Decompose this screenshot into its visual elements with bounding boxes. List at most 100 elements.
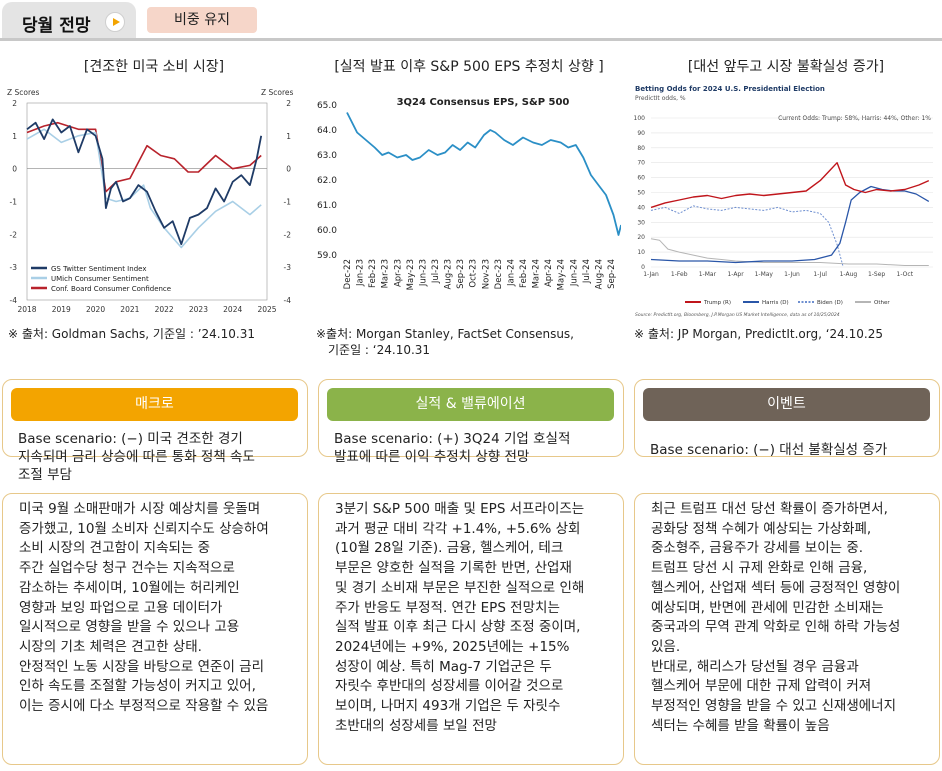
chart-subtitle: PredictIt odds, %	[635, 95, 686, 102]
y-tick-label: 62.0	[317, 176, 337, 186]
x-tick-label: 1-Aug	[840, 271, 858, 278]
legend-label: UMich Consumer Sentiment	[51, 275, 149, 283]
card-macro-header: 매크로 Base scenario: (−) 미국 견조한 경기 지속되며 금리…	[2, 379, 308, 483]
eps-estimate-chart: 3Q24 Consensus EPS, S&P 500 65.0 64.0 63.0 6…	[317, 97, 621, 290]
event-body-text: 최근 트럼프 대선 당선 확률이 증가하면서, 공화당 정책 수혜가 예상되는 …	[651, 501, 901, 734]
source-eps-line2: 기준일 : ‘24.10.31	[328, 343, 431, 357]
y-tick-label: 80	[637, 145, 645, 152]
event-pill: 이벤트	[643, 388, 930, 421]
legend-label: Biden (D)	[817, 300, 843, 306]
x-tick-label: May-24	[557, 259, 567, 290]
x-tick-label: 1-Feb	[671, 271, 688, 278]
x-tick-label: 1-Jun	[784, 271, 800, 278]
y-tick-label: 10	[637, 249, 645, 256]
x-tick-label: Jul-24	[582, 259, 592, 284]
panel-title-election: [대선 앞두고 시장 불확실성 증가]	[687, 59, 885, 75]
series-trump-line	[650, 161, 930, 209]
source-election: ※ 출처: JP Morgan, PredictIt.org, ‘24.10.2…	[634, 327, 883, 341]
event-scenario: Base scenario: (−) 대선 불확실성 증가	[650, 442, 888, 458]
panel-title-eps: [실적 발표 이후 S&P 500 EPS 추정치 상향 ]	[334, 59, 604, 75]
chart-title: Betting Odds for 2024 U.S. Presidential …	[635, 85, 825, 93]
y-tick-left: 0	[12, 165, 17, 174]
x-tick-label: 2023	[189, 305, 208, 314]
series-other-line	[650, 238, 929, 266]
header-tab[interactable]: 당월 전망	[2, 2, 136, 40]
eps-line	[346, 112, 621, 236]
card-earnings-body: 3분기 S&P 500 매출 및 EPS 서프라이즈는 과거 평균 대비 각각 …	[318, 493, 624, 765]
x-tick-label: Jun-24	[569, 259, 579, 287]
x-tick-label: Sep-24	[607, 259, 617, 289]
x-tick-label: Feb-24	[519, 259, 529, 288]
earnings-body-text: 3분기 S&P 500 매출 및 EPS 서프라이즈는 과거 평균 대비 각각 …	[335, 501, 585, 734]
chart-footnote: Source: PredictIt.org, Bloomberg, J.P.Mo…	[635, 312, 840, 318]
header-bar: 당월 전망 비중 유지	[0, 0, 942, 42]
y-axis-label-right: Z Scores	[261, 88, 294, 97]
legend-label: Conf. Board Consumer Confidence	[51, 285, 171, 293]
panel-title-consumer: [견조한 미국 소비 시장]	[83, 59, 225, 75]
card-event-header: 이벤트 Base scenario: (−) 대선 불확실성 증가	[634, 379, 940, 458]
y-tick-right: -2	[284, 230, 292, 239]
y-tick-right: -1	[284, 198, 292, 207]
y-tick-left: 1	[12, 132, 17, 141]
x-tick-label: Nov-23	[481, 259, 491, 289]
x-tick-label: Aug-23	[444, 259, 454, 289]
legend-label: Harris (D)	[762, 300, 789, 306]
source-eps: ※출처: Morgan Stanley, FactSet Consensus, …	[316, 326, 574, 358]
x-tick-label: Aug-24	[594, 259, 604, 289]
macro-body-text: 미국 9월 소매판매가 시장 예상치를 웃돌며 증가했고, 10월 소비자 신뢰…	[19, 501, 269, 715]
y-tick-right: 0	[286, 165, 291, 174]
x-tick-label: 1-May	[755, 271, 774, 278]
y-tick-label: 50	[637, 190, 645, 197]
legend-label: Trump (R)	[703, 300, 731, 306]
x-tick-label: Mar-23	[381, 259, 391, 288]
y-tick-right: -3	[284, 263, 292, 272]
source-consumer: ※ 출처: Goldman Sachs, 기준일 : ’24.10.31	[8, 327, 255, 341]
source-eps-line1: ※출처: Morgan Stanley, FactSet Consensus,	[316, 327, 574, 341]
x-tick-label: 2019	[52, 305, 71, 314]
x-tick-label: Jan-24	[506, 259, 516, 287]
y-tick-left: -4	[10, 296, 18, 305]
rating-badge: 비중 유지	[147, 7, 257, 33]
x-tick-label: 1-Jul	[813, 271, 827, 278]
header-title: 당월 전망	[22, 16, 91, 36]
y-tick-label: 30	[637, 219, 645, 226]
macro-scenario: Base scenario: (−) 미국 견조한 경기 지속되며 금리 상승에…	[18, 431, 255, 483]
x-tick-label: Mar-24	[532, 259, 542, 288]
x-tick-label: Jul-23	[431, 259, 441, 284]
legend-label: GS Twitter Sentiment Index	[51, 265, 146, 273]
series-biden-line	[650, 205, 844, 266]
x-tick-label: 2025	[257, 305, 276, 314]
y-tick-left: -2	[10, 230, 18, 239]
x-tick-label: Oct-23	[469, 259, 479, 288]
macro-pill: 매크로	[11, 388, 298, 421]
x-tick-label: May-23	[406, 259, 416, 290]
x-tick-label: 1-Apr	[727, 271, 744, 278]
x-tick-label: Dec-23	[494, 259, 504, 289]
x-tick-label: 2020	[86, 305, 105, 314]
x-tick-label: 1-Oct	[897, 271, 914, 278]
x-tick-label: Jan-23	[356, 259, 366, 287]
x-tick-label: 2024	[223, 305, 242, 314]
y-axis-label-left: Z Scores	[7, 88, 40, 97]
y-tick-label: 60.0	[317, 226, 337, 236]
y-tick-label: 90	[637, 130, 645, 137]
series-conf-board-line	[26, 121, 262, 193]
y-tick-left: -1	[10, 198, 18, 207]
play-icon[interactable]	[105, 12, 125, 32]
x-tick-label: 2018	[17, 305, 36, 314]
x-tick-label: 2022	[155, 305, 174, 314]
series-umich-line	[26, 128, 262, 249]
y-tick-left: -3	[10, 263, 18, 272]
election-odds-chart: Betting Odds for 2024 U.S. Presidential …	[634, 85, 933, 318]
legend-label: Other	[874, 300, 890, 306]
series-harris-line	[650, 185, 930, 264]
y-tick-label: 65.0	[317, 101, 337, 111]
x-tick-label: Dec-22	[343, 259, 353, 289]
y-tick-left: 2	[12, 99, 17, 108]
y-tick-label: 64.0	[317, 126, 337, 136]
y-tick-right: 1	[286, 132, 291, 141]
card-earnings-header: 실적 & 밸류에이션 Base scenario: (+) 3Q24 기업 호실…	[318, 379, 624, 465]
header-divider	[0, 38, 942, 41]
x-tick-label: Feb-23	[368, 259, 378, 288]
